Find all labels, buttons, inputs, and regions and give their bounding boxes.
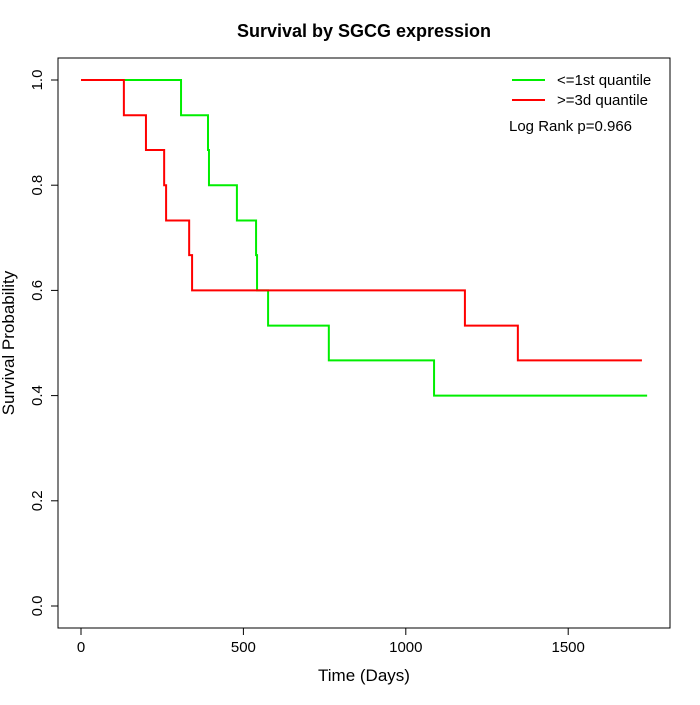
series-line-0 xyxy=(81,79,648,397)
x-axis: 0 500 1000 1500 xyxy=(77,627,585,656)
x-axis-label: Time (Days) xyxy=(318,666,410,685)
y-axis-label: Survival Probability xyxy=(0,270,18,415)
series-lines xyxy=(81,79,648,397)
y-axis: 0.0 0.2 0.4 0.6 0.8 1.0 xyxy=(29,70,59,617)
x-tick-label: 0 xyxy=(77,639,85,656)
plot-frame xyxy=(57,57,671,629)
series-line-1 xyxy=(81,79,642,362)
y-tick-label: 0.2 xyxy=(29,490,46,511)
y-tick-label: 0.8 xyxy=(29,175,46,196)
y-tick-label: 1.0 xyxy=(29,70,46,91)
legend: <=1st quantile >=3d quantile xyxy=(512,72,651,109)
x-tick-label: 1500 xyxy=(552,639,585,656)
chart-title: Survival by SGCG expression xyxy=(237,21,491,41)
x-tick-label: 1000 xyxy=(389,639,422,656)
log-rank-annotation: Log Rank p=0.966 xyxy=(509,118,632,135)
legend-label: <=1st quantile xyxy=(557,72,651,89)
y-tick-label: 0.4 xyxy=(29,385,46,406)
legend-label: >=3d quantile xyxy=(557,92,648,109)
y-tick-label: 0.6 xyxy=(29,280,46,301)
y-tick-label: 0.0 xyxy=(29,596,46,617)
x-tick-label: 500 xyxy=(231,639,256,656)
